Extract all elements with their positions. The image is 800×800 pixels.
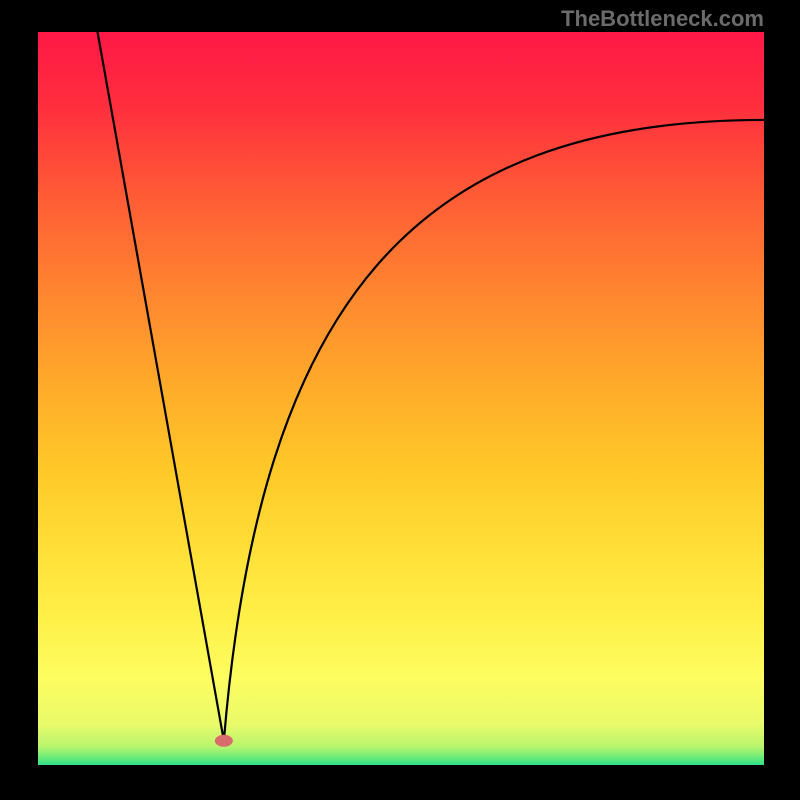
min-marker xyxy=(215,735,233,747)
watermark-text: TheBottleneck.com xyxy=(561,6,764,32)
curve-svg xyxy=(0,0,800,800)
bottleneck-curve xyxy=(98,32,764,741)
